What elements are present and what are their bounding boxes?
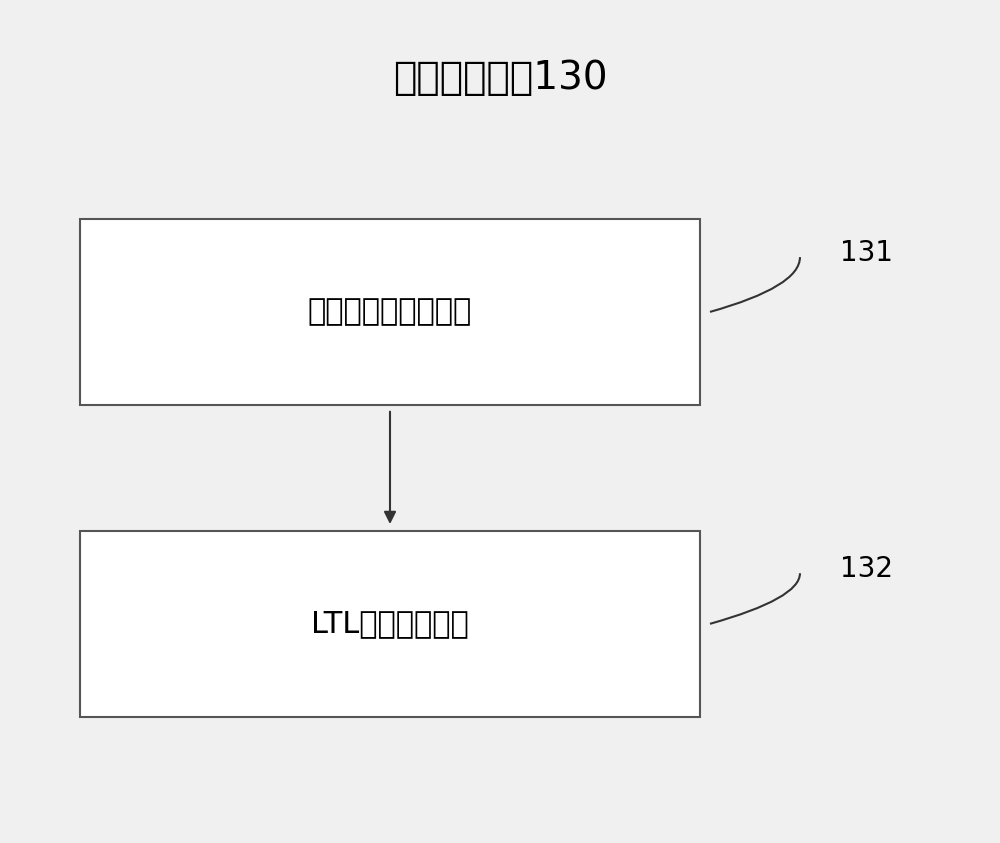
Text: 132: 132 (840, 555, 893, 583)
Text: 原子命题集编辑单元: 原子命题集编辑单元 (308, 298, 472, 326)
FancyBboxPatch shape (80, 219, 700, 405)
Text: LTL公式编辑单元: LTL公式编辑单元 (311, 609, 469, 638)
Text: 用户编辑模块130: 用户编辑模块130 (393, 59, 607, 97)
FancyBboxPatch shape (80, 531, 700, 717)
Text: 131: 131 (840, 239, 893, 267)
